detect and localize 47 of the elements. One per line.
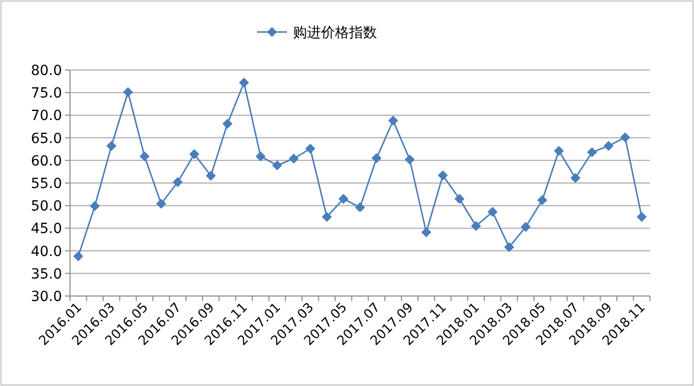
point <box>73 251 84 262</box>
point <box>587 147 597 158</box>
point <box>140 151 150 162</box>
point <box>272 160 282 170</box>
point <box>537 195 548 206</box>
y-tick-label: 40.0 <box>30 244 62 260</box>
point <box>438 170 448 180</box>
point <box>189 149 200 160</box>
point <box>454 194 464 204</box>
point <box>222 118 232 129</box>
point <box>620 132 630 142</box>
point <box>604 140 614 151</box>
point <box>388 116 398 126</box>
point <box>421 227 432 238</box>
point <box>488 206 498 217</box>
legend-label: 购进价格指数 <box>293 25 377 41</box>
point <box>322 212 332 222</box>
point <box>636 212 647 222</box>
point <box>288 154 299 164</box>
y-tick-label: 60.0 <box>30 153 62 170</box>
y-tick-label: 70.0 <box>30 108 62 124</box>
y-tick-label: 30.0 <box>30 289 62 305</box>
y-tick-label: 50.0 <box>30 198 62 215</box>
point <box>355 202 365 212</box>
y-tick-label: 55.0 <box>30 176 62 192</box>
y-tick-label: 65.0 <box>30 130 62 147</box>
point <box>570 173 580 184</box>
point <box>404 154 415 164</box>
point <box>206 170 216 181</box>
y-tick-label: 35.0 <box>30 266 62 282</box>
point <box>106 140 116 151</box>
point <box>239 78 249 88</box>
point <box>305 144 316 154</box>
point <box>554 146 564 156</box>
point <box>156 198 166 209</box>
y-tick-label: 75.0 <box>30 86 62 102</box>
point <box>520 222 531 232</box>
point <box>504 242 514 252</box>
y-tick-label: 45.0 <box>30 221 62 238</box>
point <box>256 151 266 162</box>
y-tick-label: 80.0 <box>30 63 62 79</box>
point <box>90 201 100 212</box>
point <box>172 177 183 188</box>
point <box>471 220 481 231</box>
point <box>338 194 348 204</box>
point <box>123 87 133 98</box>
point <box>372 153 382 164</box>
